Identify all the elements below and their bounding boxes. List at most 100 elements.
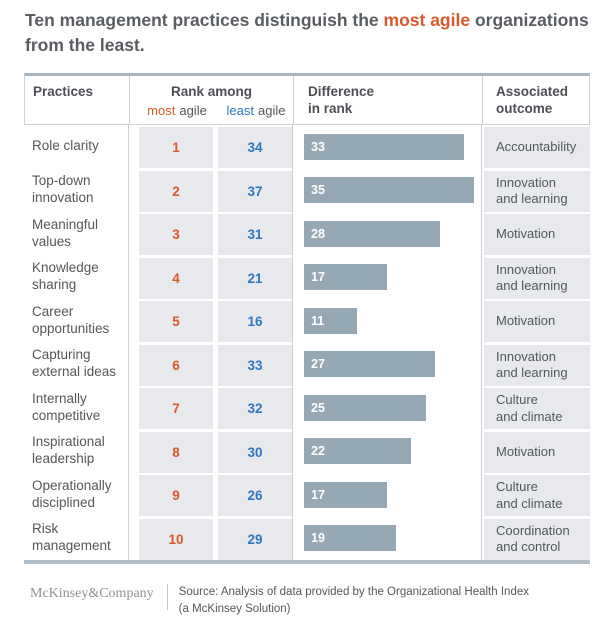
associated-outcome: Motivation (484, 214, 590, 255)
mckinsey-logo: McKinsey&Company (30, 586, 154, 601)
footer-divider (166, 584, 168, 610)
table-body: Role clarity 1 34 33 Accountability Top-… (24, 125, 590, 560)
table-header-row: Practices Rank among most agile least agil… (24, 73, 590, 125)
difference-cell: 35 (292, 168, 481, 212)
table-row: Meaningful values 3 31 28 Motivation (24, 212, 590, 256)
exhibit-table: Practices Rank among most agile least agil… (24, 73, 590, 564)
outcome-cell: Accountability (481, 125, 590, 169)
table-row: Internally competitive 7 32 25 Culture a… (24, 386, 590, 430)
title-highlight: most agile (383, 10, 471, 30)
practice-name: Role clarity (32, 138, 99, 154)
rank-sublabels: most agile least agile (130, 103, 293, 118)
least-agile-rank: 29 (218, 518, 292, 560)
most-agile-sublabel: most agile (140, 103, 214, 118)
rank-cells: 6 33 (128, 342, 292, 386)
practice-name: Career opportunities (32, 303, 110, 336)
outcome-cell: Motivation (481, 429, 590, 473)
table-row: Inspirational leadership 8 30 22 Motivat… (24, 429, 590, 473)
difference-value: 22 (311, 444, 325, 459)
difference-cell: 33 (292, 125, 481, 169)
source-note: Source: Analysis of data provided by the… (178, 586, 529, 615)
difference-bar: 33 (304, 133, 464, 160)
difference-bar: 17 (304, 481, 387, 508)
most-word: most (147, 103, 176, 118)
difference-value: 35 (311, 183, 325, 198)
title-post: organizations from the least. (25, 10, 589, 56)
outcome-cell: Innovation and learning (481, 342, 590, 386)
difference-value: 33 (311, 139, 325, 154)
table-bottom-border (24, 560, 590, 564)
difference-value: 17 (311, 270, 325, 285)
outcome-cell: Culture and climate (481, 473, 590, 517)
most-agile-rank: 8 (139, 431, 213, 473)
difference-bar: 19 (304, 525, 396, 552)
most-agile-rank: 5 (139, 301, 213, 342)
rank-cells: 9 26 (128, 473, 292, 517)
associated-outcome: Motivation (484, 431, 590, 473)
associated-outcome: Coordination and control (484, 518, 590, 560)
least-agile-sublabel: least agile (219, 103, 293, 118)
rank-cells: 8 30 (128, 429, 292, 473)
outcome-cell: Culture and climate (481, 386, 590, 430)
page-title: Ten management practices distinguish the… (25, 8, 603, 59)
practice-name: Top-down innovation (32, 173, 94, 206)
least-word: least (226, 103, 254, 118)
practice-name: Internally competitive (32, 390, 101, 423)
difference-value: 28 (311, 226, 325, 241)
difference-bar: 22 (304, 438, 411, 465)
footer: McKinsey&Company Source: Analysis of dat… (30, 584, 599, 617)
rank-among-label: Rank among (170, 84, 252, 99)
least-agile-rank: 34 (218, 127, 292, 168)
outcome-cell: Motivation (481, 212, 590, 256)
difference-cell: 25 (292, 386, 481, 430)
difference-bar: 25 (304, 394, 426, 421)
column-header-outcome: Associated outcome (482, 76, 591, 124)
least-agile-rank: 26 (218, 475, 292, 516)
practice-name: Knowledge sharing (32, 260, 99, 293)
least-agile-rank: 21 (218, 257, 292, 299)
table-row: Operationally disciplined 9 26 17 Cultur… (24, 473, 590, 517)
associated-outcome: Motivation (484, 301, 590, 342)
associated-outcome: Accountability (484, 127, 590, 168)
most-agile-rank: 10 (139, 518, 213, 560)
table-row: Career opportunities 5 16 11 Motivation (24, 299, 590, 343)
least-agile-rank: 31 (218, 214, 292, 255)
outcome-cell: Innovation and learning (481, 168, 590, 212)
least-agile-rank: 33 (218, 344, 292, 386)
rank-cells: 7 32 (128, 386, 292, 430)
column-header-practices: Practices (33, 84, 94, 99)
difference-bar: 28 (304, 220, 440, 247)
difference-value: 11 (311, 313, 325, 328)
least-agile-rank: 16 (218, 301, 292, 342)
most-agile-rank: 3 (139, 214, 213, 255)
difference-cell: 17 (292, 473, 481, 517)
agile-word-most: agile (179, 103, 207, 118)
most-agile-rank: 7 (139, 388, 213, 429)
column-header-difference: Difference in rank (293, 76, 482, 124)
rank-cells: 10 29 (128, 516, 292, 560)
outcome-cell: Innovation and learning (481, 255, 590, 299)
difference-cell: 17 (292, 255, 481, 299)
difference-value: 27 (311, 357, 325, 372)
least-agile-rank: 30 (218, 431, 292, 473)
rank-cells: 4 21 (128, 255, 292, 299)
table-row: Top-down innovation 2 37 35 Innovation a… (24, 168, 590, 212)
practice-name: Inspirational leadership (32, 434, 105, 467)
title-pre: Ten management practices distinguish the (25, 10, 384, 30)
most-agile-rank: 4 (139, 257, 213, 299)
rank-cells: 5 16 (128, 299, 292, 343)
difference-bar: 35 (304, 177, 474, 204)
difference-cell: 19 (292, 516, 481, 560)
table-row: Knowledge sharing 4 21 17 Innovation and… (24, 255, 590, 299)
table-row: Risk management 10 29 19 Coordination an… (24, 516, 590, 560)
outcome-cell: Coordination and control (481, 516, 590, 560)
most-agile-rank: 9 (139, 475, 213, 516)
difference-cell: 22 (292, 429, 481, 473)
difference-cell: 11 (292, 299, 481, 343)
table-row: Role clarity 1 34 33 Accountability (24, 125, 590, 169)
agile-word-least: agile (258, 103, 286, 118)
associated-outcome: Culture and climate (484, 388, 590, 429)
table-row: Capturing external ideas 6 33 27 Innovat… (24, 342, 590, 386)
least-agile-rank: 32 (218, 388, 292, 429)
